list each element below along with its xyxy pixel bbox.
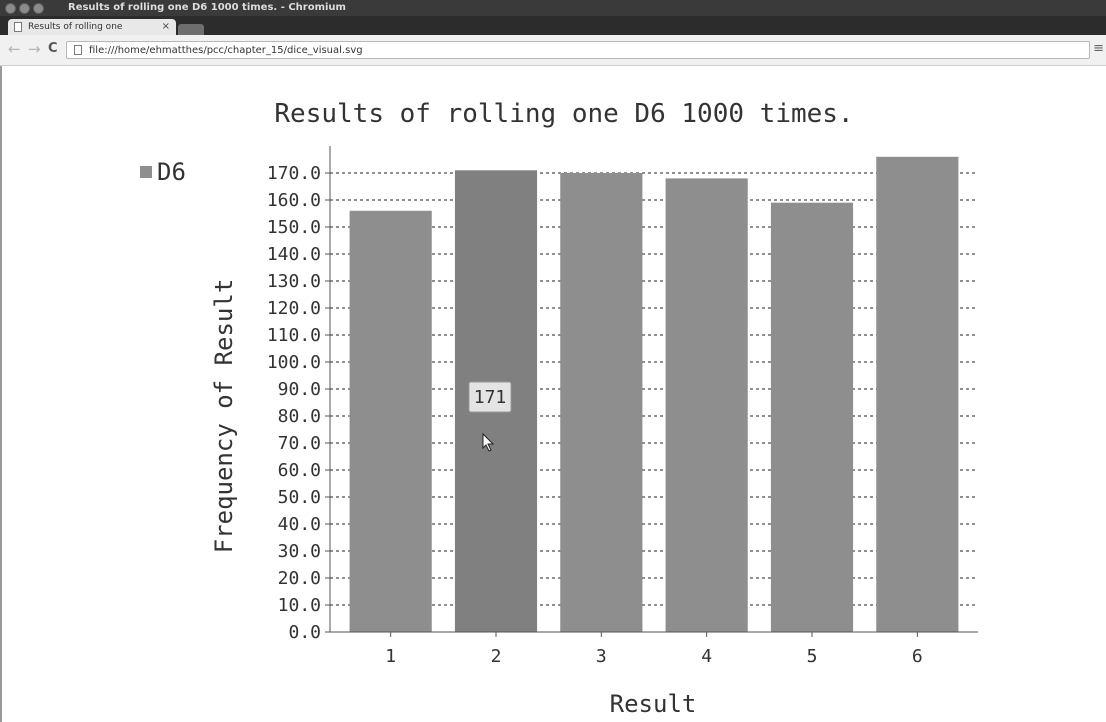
y-tick-label: 60.0 — [278, 460, 321, 481]
page-viewport: Results of rolling one D6 1000 times. D6… — [0, 66, 1106, 722]
y-tick-label: 20.0 — [278, 568, 321, 589]
browser-toolbar: ← → C file:///home/ehmatthes/pcc/chapter… — [0, 35, 1106, 66]
tab-close-icon[interactable]: × — [161, 21, 170, 32]
address-bar[interactable]: file:///home/ehmatthes/pcc/chapter_15/di… — [66, 41, 1090, 59]
x-tick-label: 6 — [912, 646, 923, 667]
x-tick-label: 4 — [701, 646, 712, 667]
bar-chart: Results of rolling one D6 1000 times. D6… — [140, 99, 978, 718]
y-tick-label: 0.0 — [288, 622, 321, 643]
close-window-icon[interactable] — [5, 3, 16, 14]
tab-title: Results of rolling one — [28, 22, 123, 32]
y-tick-label: 70.0 — [278, 433, 321, 454]
x-axis-label: Result — [610, 690, 697, 718]
new-tab-button[interactable] — [178, 24, 204, 35]
y-tick-label: 170.0 — [267, 163, 321, 184]
legend-swatch — [140, 166, 152, 178]
tooltip-box — [468, 381, 512, 413]
bar-4[interactable] — [665, 178, 748, 632]
tab-active[interactable]: Results of rolling one × — [8, 19, 176, 35]
mouse-cursor-icon — [482, 432, 495, 452]
y-tick-label: 150.0 — [267, 217, 321, 238]
menu-icon[interactable]: ≡ — [1093, 41, 1104, 56]
axis-ticks: 0.0 10.0 20.0 30.0 40.0 50.0 60.0 70.0 80.0 90.0 1… — [267, 163, 923, 667]
tab-strip: Results of rolling one × — [0, 16, 1106, 35]
bar-1[interactable] — [349, 210, 432, 633]
y-tick-label: 130.0 — [267, 271, 321, 292]
page-icon — [74, 45, 82, 55]
y-tick-label: 80.0 — [278, 406, 321, 427]
tooltip: 171 — [468, 381, 512, 452]
y-tick-label: 100.0 — [267, 352, 321, 373]
forward-icon[interactable]: → — [28, 40, 41, 58]
y-tick-label: 50.0 — [278, 487, 321, 508]
y-tick-label: 120.0 — [267, 298, 321, 319]
minimize-window-icon[interactable] — [19, 3, 30, 14]
legend-label[interactable]: D6 — [157, 158, 186, 186]
bar-5[interactable] — [770, 202, 854, 632]
window-titlebar: Results of rolling one D6 1000 times. - … — [0, 0, 1106, 16]
bar-6[interactable] — [876, 156, 959, 633]
y-tick-label: 110.0 — [267, 325, 321, 346]
y-tick-label: 160.0 — [267, 190, 321, 211]
window-title: Results of rolling one D6 1000 times. - … — [68, 2, 346, 13]
back-icon[interactable]: ← — [8, 40, 21, 58]
x-tick-label: 2 — [491, 646, 502, 667]
bars — [349, 156, 959, 633]
y-axis-label: Frequency of Result — [210, 279, 238, 554]
page-icon — [14, 22, 22, 32]
y-tick-label: 40.0 — [278, 514, 321, 535]
address-url: file:///home/ehmatthes/pcc/chapter_15/di… — [89, 45, 363, 56]
y-tick-label: 90.0 — [278, 379, 321, 400]
reload-icon[interactable]: C — [48, 41, 58, 56]
y-tick-label: 140.0 — [267, 244, 321, 265]
chart-title: Results of rolling one D6 1000 times. — [274, 99, 853, 129]
y-tick-label: 30.0 — [278, 541, 321, 562]
y-tick-label: 10.0 — [278, 595, 321, 616]
bar-3[interactable] — [560, 173, 643, 632]
x-tick-label: 5 — [807, 646, 818, 667]
grid-lines — [330, 172, 978, 606]
tooltip-value: 171 — [474, 387, 507, 408]
maximize-window-icon[interactable] — [33, 3, 44, 14]
x-tick-label: 3 — [596, 646, 607, 667]
x-tick-label: 1 — [385, 646, 396, 667]
